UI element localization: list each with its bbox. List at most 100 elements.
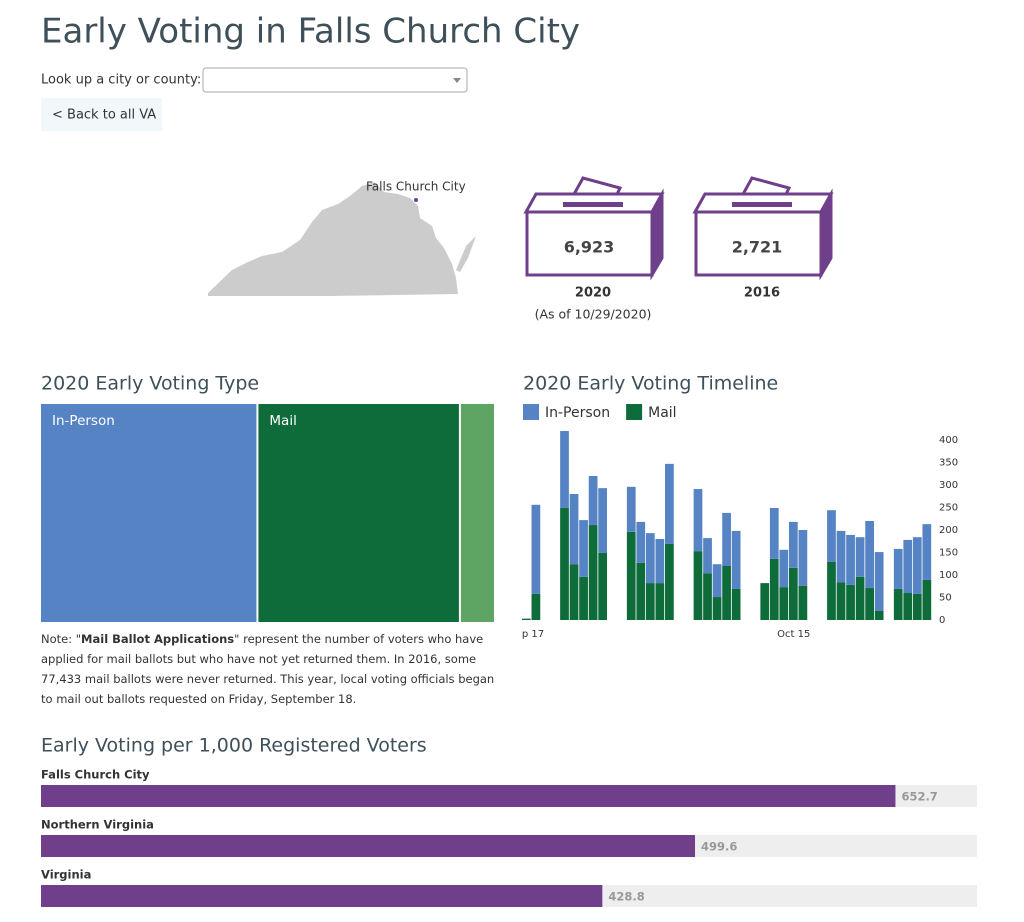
bar-segment bbox=[922, 579, 932, 620]
legend-label: In-Person bbox=[545, 405, 610, 421]
y-tick-label: 50 bbox=[939, 593, 952, 604]
bar-segment bbox=[703, 573, 712, 620]
y-tick-label: 150 bbox=[939, 548, 958, 559]
legend-swatch bbox=[626, 404, 643, 420]
note: Note: "Mail Ballot Applications" represe… bbox=[41, 629, 499, 709]
bar-label: Northern Virginia bbox=[41, 818, 154, 832]
bar-segment bbox=[788, 567, 798, 620]
bar-segment bbox=[665, 463, 674, 544]
bar-segment bbox=[846, 534, 855, 585]
ballot-count: 6,923 bbox=[564, 238, 615, 257]
bar-label: Virginia bbox=[41, 868, 91, 882]
ballot-box-2016 bbox=[692, 176, 834, 281]
y-tick-label: 400 bbox=[939, 435, 958, 446]
bar-segment bbox=[855, 537, 865, 577]
back-button[interactable] bbox=[41, 98, 162, 131]
bar-segment bbox=[712, 597, 722, 620]
bar-segment bbox=[874, 611, 884, 620]
treemap-cell bbox=[41, 404, 257, 622]
bar-segment bbox=[779, 587, 789, 620]
ballot-note: (As of 10/29/2020) bbox=[535, 307, 652, 322]
bar-segment bbox=[779, 549, 789, 588]
bar-segment bbox=[903, 593, 913, 620]
bar-segment bbox=[731, 530, 741, 589]
bar-segment bbox=[626, 486, 636, 532]
bar-segment bbox=[645, 583, 655, 620]
x-labels: Sep 17 Oct 15 bbox=[509, 629, 810, 640]
bar-segment bbox=[569, 564, 579, 620]
ballot-year: 2020 bbox=[575, 286, 611, 301]
bar-segment bbox=[893, 548, 903, 589]
bar-segment bbox=[798, 530, 808, 586]
ballot-year: 2016 bbox=[744, 286, 780, 301]
bar-segment bbox=[760, 583, 770, 620]
bar-segment bbox=[560, 431, 569, 508]
bar-segment bbox=[769, 558, 779, 620]
bar bbox=[41, 835, 696, 857]
bar-segment bbox=[865, 521, 874, 589]
bar-segment bbox=[836, 530, 846, 583]
note-prefix: Note: " bbox=[41, 632, 82, 646]
bar-segment bbox=[827, 510, 836, 562]
value-label: 652.7 bbox=[901, 790, 937, 804]
page-title: Early Voting in Falls Church City bbox=[41, 12, 580, 52]
bar-segment bbox=[712, 564, 722, 598]
y-tick-label: 250 bbox=[939, 503, 958, 514]
bar bbox=[41, 885, 603, 907]
chart-title: Early Voting per 1,000 Registered Voters bbox=[41, 735, 427, 757]
cell-label: Mail bbox=[269, 413, 296, 429]
bar-segment bbox=[645, 533, 655, 584]
bar-segment bbox=[722, 566, 731, 620]
bar-segment bbox=[588, 525, 598, 620]
bar-segment bbox=[731, 588, 741, 620]
bar-segment bbox=[522, 618, 531, 620]
bar-segment bbox=[827, 561, 836, 620]
bar-segment bbox=[531, 504, 541, 594]
value-label: 428.8 bbox=[608, 890, 644, 904]
chart-title: 2020 Early Voting Timeline bbox=[523, 373, 778, 395]
bar-segment bbox=[598, 552, 608, 620]
bar-segment bbox=[531, 593, 541, 620]
bar-segment bbox=[922, 524, 932, 580]
bar-segment bbox=[703, 538, 712, 574]
y-tick-label: 100 bbox=[939, 570, 958, 581]
y-tick-label: 350 bbox=[939, 458, 958, 469]
cell-label: In-Person bbox=[52, 413, 115, 429]
bar-label: Falls Church City bbox=[41, 768, 150, 782]
bar-segment bbox=[912, 593, 922, 620]
dropdown-arrow bbox=[453, 78, 461, 83]
bar-segment bbox=[903, 539, 913, 593]
ballot-count: 2,721 bbox=[732, 238, 783, 257]
bar-segment bbox=[769, 507, 779, 559]
bar-segment bbox=[798, 585, 808, 620]
legend-swatch bbox=[523, 404, 539, 420]
note-text: " represent the number of voters who hav… bbox=[41, 632, 495, 706]
bar-segment bbox=[579, 576, 588, 620]
bar-segment bbox=[655, 583, 665, 620]
y-tick-label: 200 bbox=[939, 525, 958, 536]
bar-segment bbox=[693, 489, 703, 552]
y-tick-label: 0 bbox=[939, 615, 945, 626]
map-marker bbox=[414, 198, 418, 202]
bar-segment bbox=[722, 512, 731, 566]
lookup-label: Look up a city or county: bbox=[41, 73, 201, 88]
x-tick-label: Sep 17 bbox=[509, 629, 544, 640]
bar-segment bbox=[693, 551, 703, 620]
legend-label: Mail bbox=[648, 405, 676, 421]
bar-segment bbox=[836, 582, 846, 620]
bar-segment bbox=[588, 476, 598, 526]
bar-segment bbox=[560, 507, 569, 620]
bar-segment bbox=[846, 584, 855, 620]
lookup-dropdown[interactable] bbox=[202, 67, 468, 93]
bar-segment bbox=[655, 539, 665, 584]
note-bold: Mail Ballot Applications bbox=[81, 632, 235, 646]
bar-segment bbox=[626, 531, 636, 620]
ballot-box-2020 bbox=[523, 176, 665, 281]
eastern-shore bbox=[456, 236, 476, 272]
value-label: 499.6 bbox=[701, 840, 737, 854]
x-tick-label: Oct 15 bbox=[777, 629, 810, 640]
bar-segment bbox=[893, 588, 903, 620]
bar-segment bbox=[636, 562, 646, 620]
